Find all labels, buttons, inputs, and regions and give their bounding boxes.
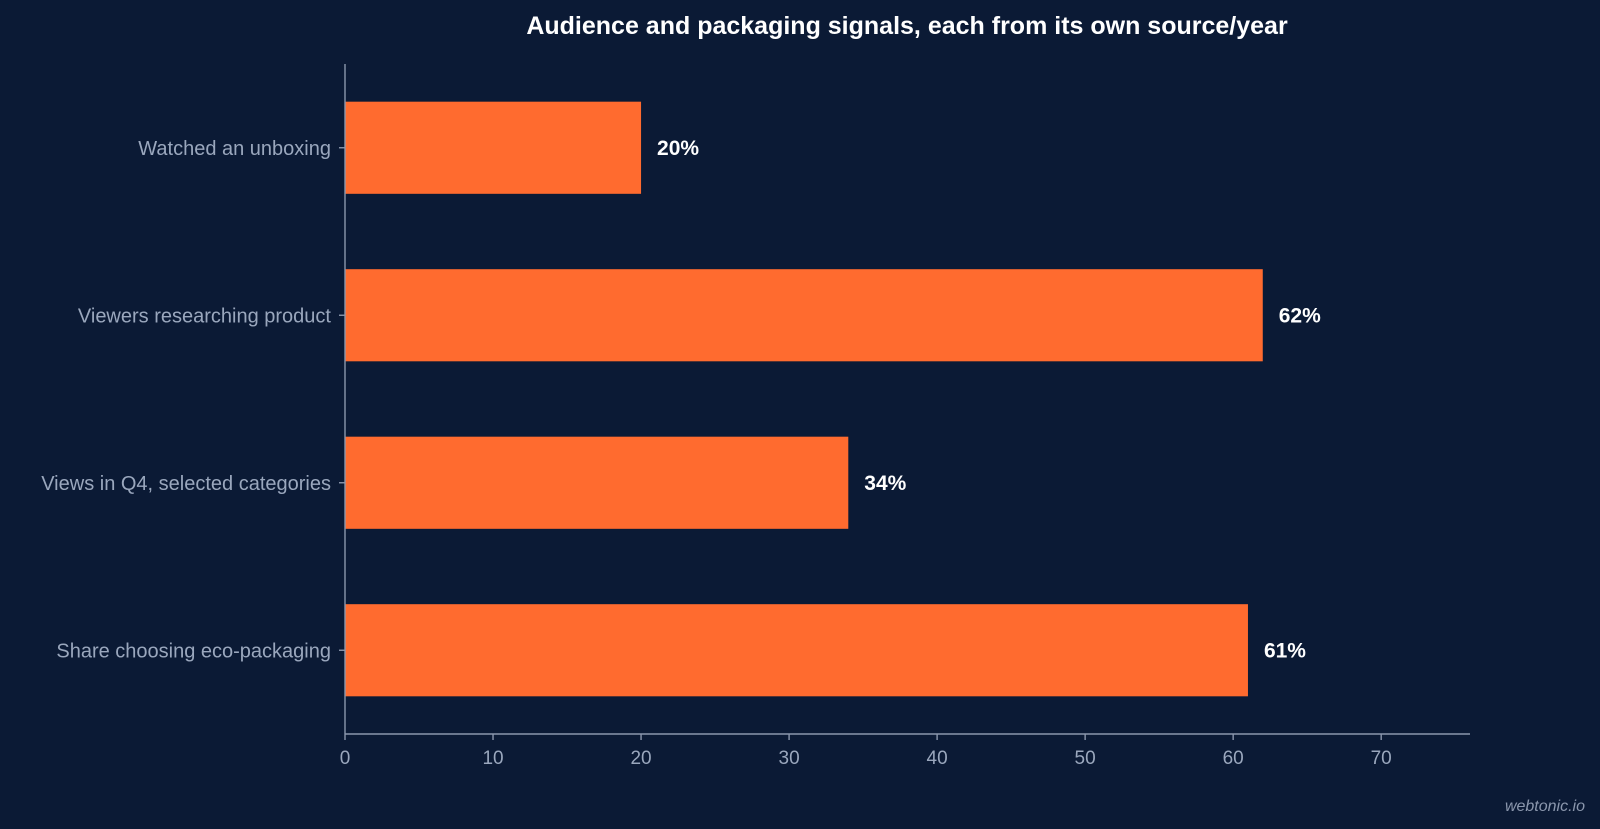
bar-4 (345, 604, 1248, 697)
axes-layer: Watched an unboxing Viewers researching p… (41, 64, 1470, 769)
x-tick-label: 10 (482, 748, 503, 769)
category-label: Views in Q4, selected categories (41, 473, 331, 495)
watermark-text: webtonic.io (1505, 798, 1585, 815)
x-tick-label: 20 (630, 748, 651, 769)
bar-value-label: 62% (1279, 304, 1321, 327)
category-label: Watched an unboxing (138, 138, 331, 160)
x-tick-label: 70 (1371, 748, 1392, 769)
x-tick-label: 30 (779, 748, 800, 769)
bar-3 (345, 436, 849, 529)
chart-title: Audience and packaging signals, each fro… (526, 12, 1288, 40)
category-label: Share choosing eco-packaging (56, 640, 331, 662)
category-label: Viewers researching product (78, 305, 332, 327)
x-tick-label: 50 (1075, 748, 1096, 769)
x-tick-label: 40 (927, 748, 948, 769)
bar-value-label: 34% (864, 472, 906, 495)
x-tick-label: 60 (1223, 748, 1244, 769)
bar-value-label: 61% (1264, 639, 1306, 662)
bars-layer: 20% 62% 34% 61% (345, 101, 1321, 697)
bar-1 (345, 101, 642, 194)
bar-2 (345, 269, 1263, 362)
bar-value-label: 20% (657, 137, 699, 160)
x-tick-label: 0 (340, 748, 351, 769)
